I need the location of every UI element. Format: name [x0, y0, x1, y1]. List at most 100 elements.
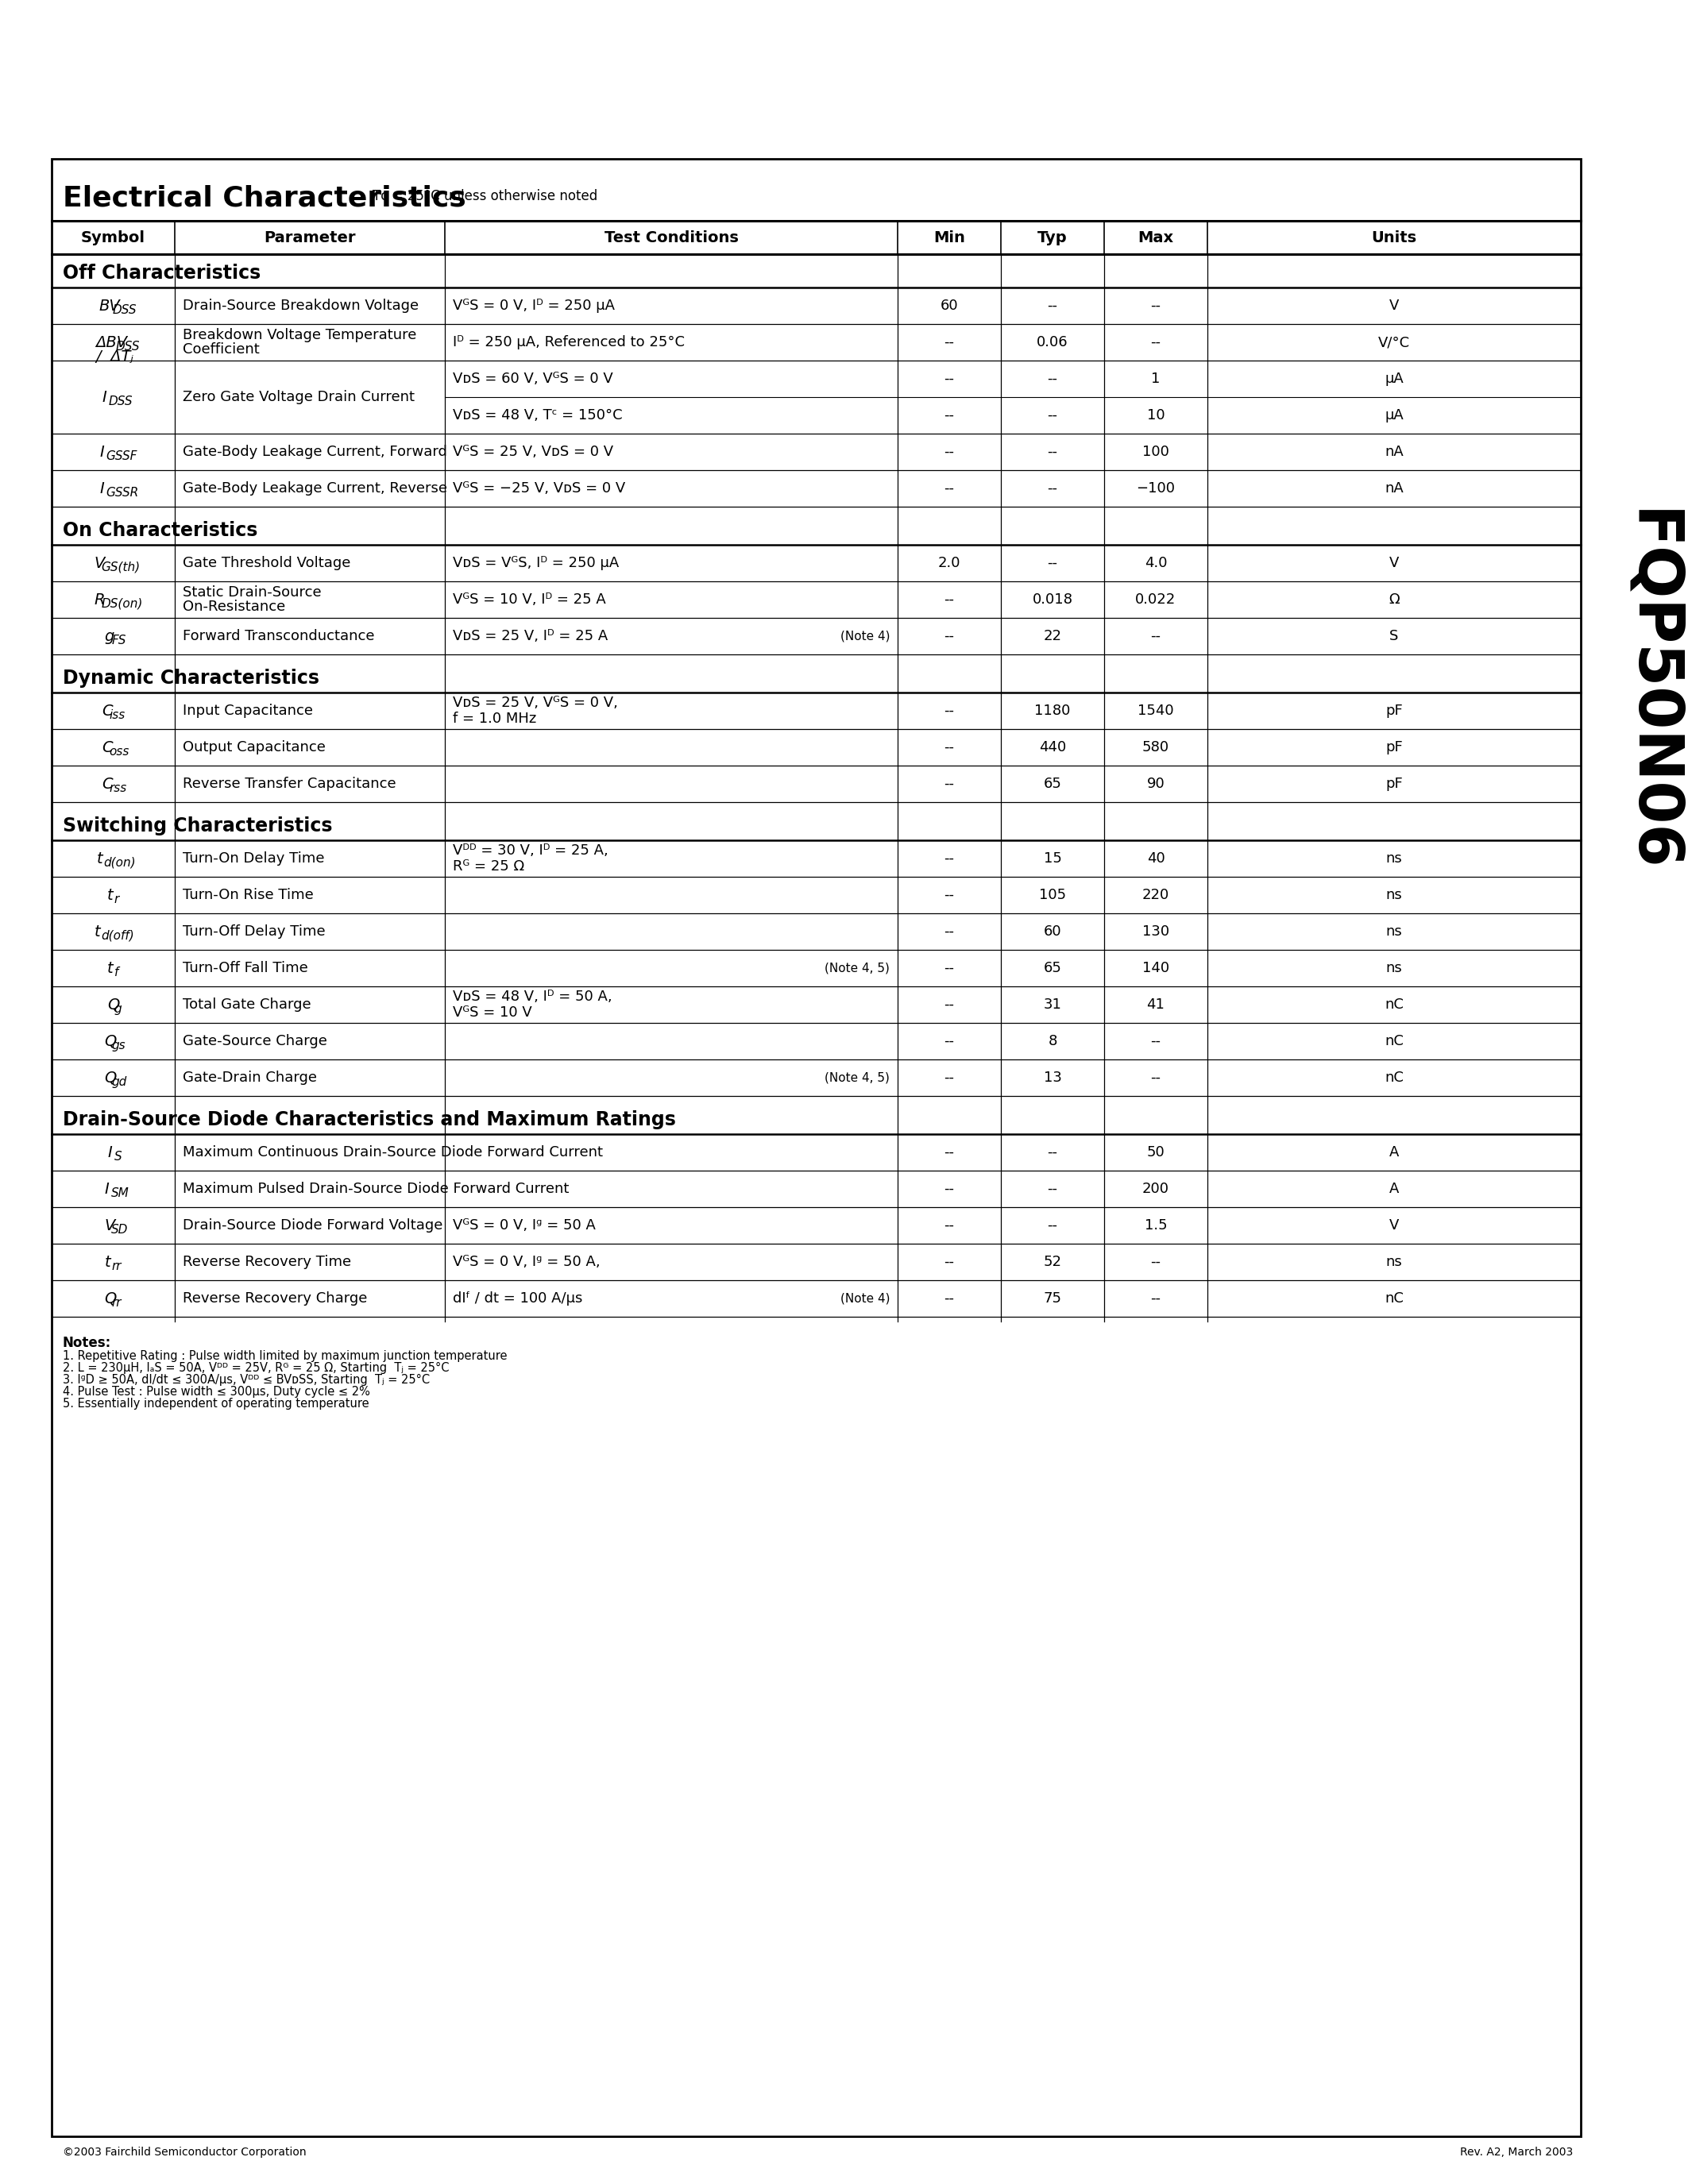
Text: 60: 60: [940, 299, 959, 312]
Text: Off Characteristics: Off Characteristics: [62, 264, 260, 282]
Text: VᴅS = 60 V, VᴳS = 0 V: VᴅS = 60 V, VᴳS = 0 V: [452, 371, 613, 387]
Text: I: I: [101, 389, 106, 404]
Text: Iᴰ = 250 μA, Referenced to 25°C: Iᴰ = 250 μA, Referenced to 25°C: [452, 334, 685, 349]
Text: --: --: [944, 1144, 954, 1160]
Text: Rᴳ = 25 Ω: Rᴳ = 25 Ω: [452, 858, 525, 874]
Text: --: --: [944, 408, 954, 422]
Text: Switching Characteristics: Switching Characteristics: [62, 817, 333, 836]
Text: 2.0: 2.0: [939, 557, 960, 570]
Text: --: --: [1047, 1219, 1058, 1232]
Text: pF: pF: [1386, 778, 1403, 791]
Text: 440: 440: [1038, 740, 1067, 753]
Text: Gate-Body Leakage Current, Forward: Gate-Body Leakage Current, Forward: [182, 446, 447, 459]
Text: --: --: [944, 889, 954, 902]
Text: iss: iss: [110, 710, 125, 721]
Text: Notes:: Notes:: [62, 1337, 111, 1350]
Text: 1: 1: [1151, 371, 1160, 387]
Text: V: V: [95, 555, 105, 570]
Text: --: --: [944, 1182, 954, 1197]
Text: g: g: [105, 629, 115, 644]
Text: 200: 200: [1143, 1182, 1170, 1197]
Text: 5. Essentially independent of operating temperature: 5. Essentially independent of operating …: [62, 1398, 370, 1409]
Text: --: --: [944, 1256, 954, 1269]
Text: DSS: DSS: [116, 341, 140, 352]
Text: VᴳS = 25 V, VᴅS = 0 V: VᴳS = 25 V, VᴅS = 0 V: [452, 446, 613, 459]
Text: Total Gate Charge: Total Gate Charge: [182, 998, 311, 1011]
Text: --: --: [944, 740, 954, 753]
Text: 1180: 1180: [1035, 703, 1070, 719]
Text: Reverse Recovery Time: Reverse Recovery Time: [182, 1256, 351, 1269]
Text: --: --: [1151, 1256, 1161, 1269]
Text: --: --: [944, 371, 954, 387]
Text: --: --: [944, 778, 954, 791]
Text: ns: ns: [1386, 889, 1403, 902]
Text: ns: ns: [1386, 852, 1403, 865]
Text: A: A: [1389, 1144, 1399, 1160]
Text: Gate-Source Charge: Gate-Source Charge: [182, 1033, 327, 1048]
Text: --: --: [1151, 1033, 1161, 1048]
Text: 10: 10: [1146, 408, 1165, 422]
Text: Drain-Source Diode Characteristics and Maximum Ratings: Drain-Source Diode Characteristics and M…: [62, 1109, 675, 1129]
Text: nC: nC: [1384, 1291, 1404, 1306]
Text: 31: 31: [1043, 998, 1062, 1011]
Text: f: f: [115, 965, 118, 978]
Text: --: --: [1151, 334, 1161, 349]
Text: Max: Max: [1138, 229, 1173, 245]
Text: ns: ns: [1386, 924, 1403, 939]
Text: C: C: [101, 775, 113, 791]
Text: --: --: [944, 1033, 954, 1048]
Text: --: --: [1151, 1291, 1161, 1306]
Text: Symbol: Symbol: [81, 229, 145, 245]
Text: 22: 22: [1043, 629, 1062, 644]
Text: d(on): d(on): [103, 856, 137, 869]
Text: On-Resistance: On-Resistance: [182, 601, 285, 614]
Text: pF: pF: [1386, 703, 1403, 719]
Text: --: --: [1047, 1182, 1058, 1197]
Text: rss: rss: [110, 782, 127, 793]
Text: 3. IᶢD ≥ 50A, dI/dt ≤ 300A/μs, Vᴰᴰ ≤ BVᴅSS, Starting  Tⱼ = 25°C: 3. IᶢD ≥ 50A, dI/dt ≤ 300A/μs, Vᴰᴰ ≤ BVᴅ…: [62, 1374, 430, 1387]
Text: --: --: [1047, 408, 1058, 422]
Text: rr: rr: [111, 1260, 122, 1271]
Text: --: --: [944, 1219, 954, 1232]
Text: Rev. A2, March 2003: Rev. A2, March 2003: [1460, 2147, 1573, 2158]
Text: Q: Q: [108, 998, 120, 1011]
Text: --: --: [944, 1291, 954, 1306]
Text: 65: 65: [1043, 961, 1062, 976]
Text: Drain-Source Breakdown Voltage: Drain-Source Breakdown Voltage: [182, 299, 419, 312]
Text: Maximum Continuous Drain-Source Diode Forward Current: Maximum Continuous Drain-Source Diode Fo…: [182, 1144, 603, 1160]
Text: Zero Gate Voltage Drain Current: Zero Gate Voltage Drain Current: [182, 391, 415, 404]
Text: --: --: [944, 852, 954, 865]
Text: GSSR: GSSR: [106, 487, 138, 498]
Text: --: --: [1047, 299, 1058, 312]
Text: Reverse Recovery Charge: Reverse Recovery Charge: [182, 1291, 368, 1306]
Text: --: --: [1151, 299, 1161, 312]
Text: rr: rr: [111, 1297, 122, 1308]
Text: Vᴰᴰ = 30 V, Iᴰ = 25 A,: Vᴰᴰ = 30 V, Iᴰ = 25 A,: [452, 843, 608, 858]
Text: 40: 40: [1146, 852, 1165, 865]
Text: Q: Q: [105, 1291, 116, 1306]
Text: Turn-On Delay Time: Turn-On Delay Time: [182, 852, 324, 865]
Text: S: S: [115, 1151, 122, 1162]
Text: DSS: DSS: [113, 304, 137, 317]
Text: --: --: [944, 961, 954, 976]
Text: r: r: [115, 893, 120, 904]
Text: nC: nC: [1384, 1070, 1404, 1085]
Text: R: R: [95, 592, 105, 607]
Text: I: I: [105, 1182, 110, 1197]
Text: DSS: DSS: [110, 395, 133, 406]
Text: 140: 140: [1143, 961, 1170, 976]
Text: (Note 4): (Note 4): [841, 1293, 890, 1304]
Text: Parameter: Parameter: [263, 229, 356, 245]
Text: g: g: [115, 1002, 122, 1016]
Text: Min: Min: [933, 229, 966, 245]
Text: V: V: [1389, 1219, 1399, 1232]
Text: V: V: [105, 1219, 115, 1234]
Text: 100: 100: [1143, 446, 1170, 459]
Text: Input Capacitance: Input Capacitance: [182, 703, 312, 719]
Text: Units: Units: [1371, 229, 1416, 245]
Text: V: V: [1389, 557, 1399, 570]
Text: Output Capacitance: Output Capacitance: [182, 740, 326, 753]
Text: S: S: [1389, 629, 1399, 644]
Text: 580: 580: [1143, 740, 1170, 753]
Text: --: --: [944, 446, 954, 459]
